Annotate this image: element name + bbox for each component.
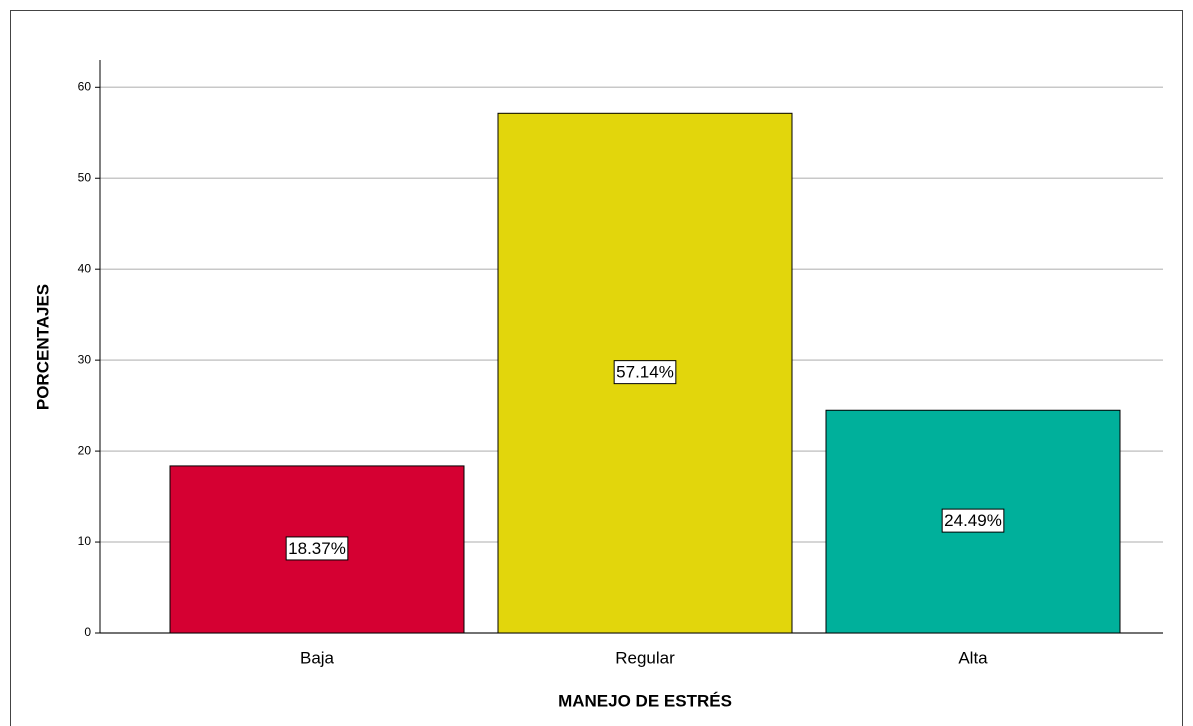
y-tick-label: 40	[78, 261, 92, 275]
x-tick-label: Alta	[958, 648, 988, 667]
y-tick-label: 60	[78, 79, 92, 93]
x-tick-label: Regular	[615, 648, 675, 667]
y-tick-label: 0	[84, 625, 91, 639]
y-tick-label: 50	[78, 170, 92, 184]
x-tick-label: Baja	[300, 648, 335, 667]
value-label-box	[613, 360, 677, 385]
value-label-box	[941, 508, 1005, 533]
value-label: 24.49%	[944, 511, 1002, 530]
y-tick-label: 20	[78, 443, 92, 457]
y-tick-label: 30	[78, 352, 92, 366]
value-label: 57.14%	[616, 363, 674, 382]
y-axis-title: PORCENTAJES	[33, 284, 52, 410]
y-tick-label: 10	[78, 534, 92, 548]
value-label-box	[285, 536, 349, 561]
value-label: 18.37%	[288, 539, 346, 558]
x-axis-title: MANEJO DE ESTRÉS	[558, 691, 732, 710]
